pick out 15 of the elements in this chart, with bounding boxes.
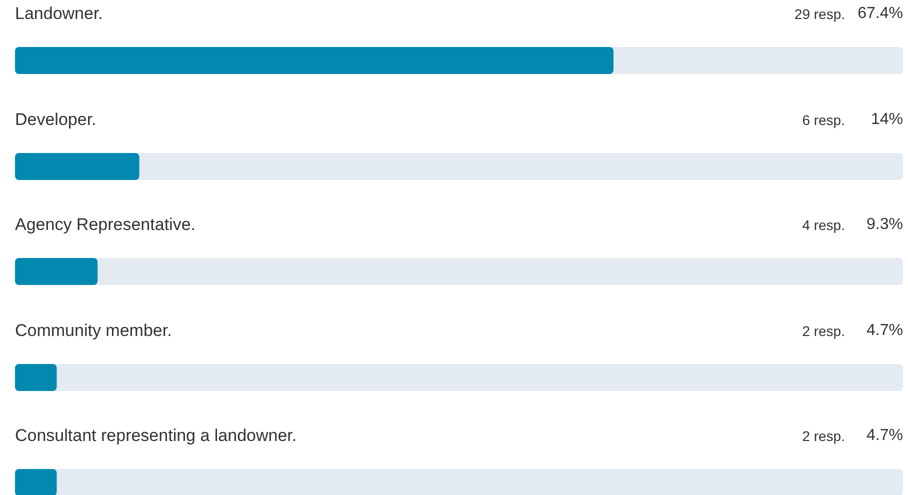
annotation: 4 resp. <box>802 217 845 233</box>
annotation: 2 resp. <box>802 322 845 338</box>
annotation: 6 resp. <box>802 112 845 128</box>
y-tick-label: Community member. <box>15 320 172 342</box>
y-tick-label: Consultant representing a landowner. <box>15 425 297 447</box>
annotation: 29 resp. <box>794 6 845 22</box>
annotation: 2 resp. <box>802 428 845 444</box>
data-label: 67.4% <box>856 5 903 23</box>
y-tick-label: Landowner. <box>15 3 103 25</box>
y-tick-label: Developer. <box>15 108 96 130</box>
data-label: 14% <box>870 110 903 128</box>
data-label: 4.7% <box>866 427 903 445</box>
data-label: 4.7% <box>866 322 903 340</box>
y-tick-label: Agency Representative. <box>15 214 196 236</box>
data-label: 9.3% <box>866 216 903 234</box>
